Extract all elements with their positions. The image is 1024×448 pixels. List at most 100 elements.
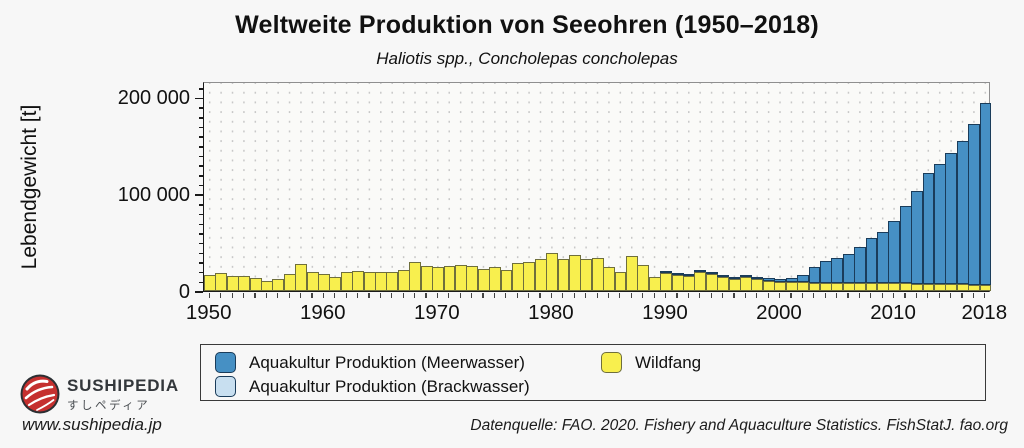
bar-segment xyxy=(831,282,844,291)
x-minor-tick xyxy=(516,293,518,298)
x-minor-tick xyxy=(448,293,450,298)
x-minor-tick xyxy=(379,293,381,298)
brand-text-block: Sushipedia すしペディア xyxy=(67,376,179,413)
bar-segment xyxy=(683,275,695,291)
x-minor-tick xyxy=(277,293,279,298)
y-tick-label: 0 xyxy=(178,281,190,303)
x-minor-tick xyxy=(824,293,826,298)
legend-swatch-aquaculture-seawater xyxy=(215,352,236,373)
y-minor-tick xyxy=(198,107,203,109)
x-minor-tick xyxy=(368,293,370,298)
chart-title: Weltweite Produktion von Seeohren (1950–… xyxy=(235,11,819,39)
x-minor-tick xyxy=(813,293,815,298)
x-minor-tick xyxy=(402,293,404,298)
x-minor-tick xyxy=(984,293,986,298)
bar-segment xyxy=(283,273,296,291)
bar-segment xyxy=(477,268,490,291)
bar-segment xyxy=(819,261,832,283)
bar-segment xyxy=(819,282,832,291)
bar-segment xyxy=(785,281,798,291)
bar-segment xyxy=(979,284,992,291)
bar-segment xyxy=(831,258,844,283)
bar-segment xyxy=(979,103,992,285)
x-tick-label: 1950 xyxy=(185,301,232,324)
x-minor-tick xyxy=(870,293,872,298)
y-minor-tick xyxy=(198,136,203,138)
y-minor-tick xyxy=(198,242,203,245)
bar-segment xyxy=(626,256,638,291)
y-tick-label: 200 000 xyxy=(117,87,190,110)
bar-segment xyxy=(854,246,867,283)
y-minor-tick xyxy=(198,213,203,216)
bar-segment xyxy=(911,191,924,284)
y-major-tick xyxy=(195,194,203,196)
bar-segment xyxy=(968,123,981,285)
x-minor-tick xyxy=(585,293,587,298)
y-minor-tick xyxy=(198,184,203,187)
bar-segment xyxy=(660,270,673,273)
bar-segment xyxy=(523,262,536,291)
x-minor-tick xyxy=(630,293,632,298)
bar-segment xyxy=(261,280,273,291)
bar-segment xyxy=(933,283,946,291)
x-minor-tick xyxy=(528,293,530,298)
bar-segment xyxy=(603,266,616,291)
bar-segment xyxy=(740,277,752,291)
x-minor-tick xyxy=(311,293,313,298)
bar-segment xyxy=(774,278,787,282)
bar-segment xyxy=(717,275,730,278)
x-minor-tick xyxy=(607,293,610,298)
x-minor-tick xyxy=(893,293,895,298)
bar-segment xyxy=(226,275,239,291)
bar-segment xyxy=(568,255,581,291)
bar-segment xyxy=(808,282,821,291)
x-minor-tick xyxy=(471,293,473,298)
legend-swatch-wild-catch xyxy=(601,352,622,373)
brand-url: www.sushipedia.jp xyxy=(22,415,162,434)
brand-name: Sushipedia xyxy=(67,375,179,395)
x-minor-tick xyxy=(322,293,324,298)
x-minor-tick xyxy=(414,293,416,298)
bar-segment xyxy=(922,283,935,291)
y-minor-tick xyxy=(198,117,203,119)
plot-area xyxy=(203,82,992,292)
x-minor-tick xyxy=(676,293,678,298)
bar-segment xyxy=(340,272,353,291)
x-minor-tick xyxy=(299,293,302,298)
bar-segment xyxy=(546,252,559,291)
x-minor-tick xyxy=(539,293,541,298)
bar-segment xyxy=(534,259,547,291)
bar-segment xyxy=(865,237,878,283)
bar-segment xyxy=(352,271,365,291)
bar-segment xyxy=(409,262,422,291)
bar-segment xyxy=(580,258,593,291)
x-minor-tick xyxy=(596,293,598,298)
x-minor-tick xyxy=(767,293,769,298)
bar-segment xyxy=(705,273,718,291)
y-minor-tick xyxy=(198,146,203,148)
bar-segment xyxy=(683,273,695,276)
legend-item-aquaculture-seawater: Aquakultur Produktion (Meerwasser) xyxy=(215,352,525,373)
bar-segment xyxy=(797,274,809,283)
bar-segment xyxy=(694,270,707,273)
bar-segment xyxy=(865,282,878,291)
bar-segment xyxy=(774,281,787,291)
x-minor-tick xyxy=(915,293,918,298)
x-tick-label: 1960 xyxy=(299,301,346,324)
bar-segment xyxy=(728,276,741,279)
x-minor-tick xyxy=(220,293,222,298)
bar-segment xyxy=(933,164,946,284)
x-minor-tick xyxy=(345,293,347,298)
x-minor-tick xyxy=(391,293,393,298)
bar-segment xyxy=(215,273,228,291)
x-minor-tick xyxy=(653,293,655,298)
y-minor-tick xyxy=(198,88,203,90)
x-minor-tick xyxy=(642,293,644,298)
x-minor-tick xyxy=(482,293,484,298)
bar-segment xyxy=(318,273,330,291)
x-minor-tick xyxy=(699,293,701,298)
x-minor-tick xyxy=(687,293,689,298)
x-tick-label: 1990 xyxy=(642,301,688,324)
bar-segment xyxy=(329,276,342,291)
bar-segment xyxy=(238,276,251,291)
